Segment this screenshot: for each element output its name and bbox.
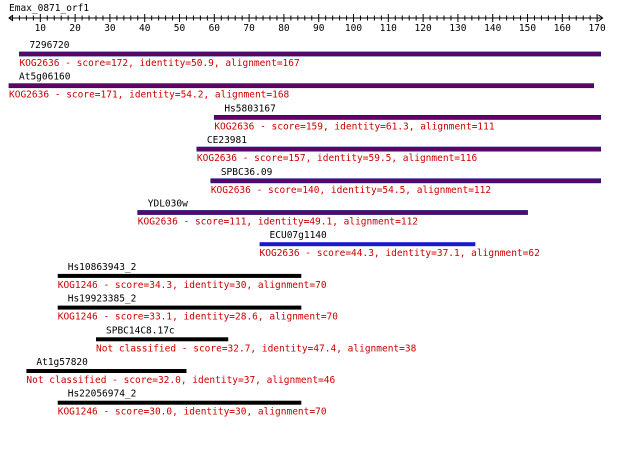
hit-description: KOG2636 - score=172, identity=50.9, alig… [19, 58, 299, 69]
position-ruler: 10 20 30 40 50 60 70 80 90 100 110 120 130 140 150 160 1… [8, 14, 606, 34]
hit-name[interactable]: Hs5803167 [224, 103, 275, 114]
hit-row[interactable]: 7296720 KOG2636 - score=172, identity=50.… [19, 40, 601, 69]
hit-name[interactable]: Hs19923385_2 [68, 294, 137, 305]
alignment-bar [196, 146, 601, 152]
hit-row[interactable]: YDL030w KOG2636 - score=111, identity=49.… [137, 199, 528, 228]
hit-description: KOG1246 - score=33.1, identity=28.6, ali… [58, 312, 339, 323]
alignment-bar [57, 273, 302, 278]
alignment-bar [57, 400, 302, 405]
ruler-arrow-left [8, 14, 14, 22]
hit-name[interactable]: At5g06160 [19, 72, 71, 83]
ruler-tick-label: 10 [35, 23, 47, 34]
ruler-tick-label: 110 [380, 23, 397, 34]
hit-list: 7296720 KOG2636 - score=172, identity=50.… [8, 40, 602, 418]
ruler-tick-label: 150 [519, 23, 536, 34]
alignment-bar [57, 305, 302, 310]
hit-row[interactable]: At5g06160 KOG2636 - score=171, identity=5… [8, 72, 595, 101]
ruler-tick-label: 70 [243, 23, 255, 34]
ruler-tick-label: 130 [449, 23, 466, 34]
hit-name[interactable]: SPBC36.09 [221, 167, 273, 178]
hit-row[interactable]: At1g57820 Not classified - score=32.0, id… [26, 357, 336, 386]
ruler-tick-label: 30 [104, 23, 116, 34]
hit-description: KOG2636 - score=140, identity=54.5, alig… [211, 185, 491, 196]
hit-row[interactable]: Hs19923385_2 KOG1246 - score=33.1, identi… [57, 294, 339, 323]
hit-description: KOG2636 - score=157, identity=59.5, alig… [197, 153, 478, 164]
hit-description: KOG2636 - score=159, identity=61.3, alig… [214, 121, 495, 132]
alignment-bar [96, 337, 229, 342]
ruler-tick-label: 40 [139, 23, 151, 34]
alignment-bar [26, 369, 187, 373]
alignment-bar [8, 83, 595, 89]
hit-row[interactable]: Hs5803167 KOG2636 - score=159, identity=6… [213, 103, 602, 132]
ruler-tick-label: 120 [415, 23, 432, 34]
hit-description: Not classified - score=32.7, identity=47… [96, 343, 417, 354]
hit-name[interactable]: SPBC14C8.17c [106, 325, 175, 336]
ruler-tick-label: 50 [174, 23, 186, 34]
hit-description: Not classified - score=32.0, identity=37… [26, 375, 335, 386]
ruler-tick-label: 20 [69, 23, 81, 34]
hit-name[interactable]: CE23981 [207, 135, 247, 146]
hit-row[interactable]: SPBC36.09 KOG2636 - score=140, identity=5… [210, 167, 602, 196]
hit-description: KOG2636 - score=111, identity=49.1, alig… [138, 217, 418, 228]
hit-name[interactable]: 7296720 [29, 40, 69, 51]
alignment-bar [213, 115, 602, 120]
ruler-tick-label: 90 [313, 23, 325, 34]
alignment-bar [137, 210, 528, 215]
ruler-tick-label: 80 [278, 23, 290, 34]
hit-description: KOG1246 - score=30.0, identity=30, align… [58, 407, 327, 418]
hit-name[interactable]: YDL030w [148, 199, 188, 210]
hit-name[interactable]: ECU07g1140 [270, 230, 327, 241]
alignment-bar [210, 178, 602, 184]
hit-name[interactable]: Hs22056974_2 [68, 389, 137, 400]
ruler-tick-label: 160 [554, 23, 571, 34]
ruler-tick-label: 140 [484, 23, 501, 34]
hit-name[interactable]: At1g57820 [36, 357, 88, 368]
query-title: Emax_0871_orf1 [9, 3, 89, 14]
hit-row[interactable]: ECU07g1140 KOG2636 - score=44.3, identity… [259, 230, 540, 259]
hit-row[interactable]: Hs10863943_2 KOG1246 - score=34.3, identi… [57, 262, 327, 291]
hit-row[interactable]: CE23981 KOG2636 - score=157, identity=59.… [196, 135, 601, 164]
alignment-bar [19, 51, 601, 57]
hit-description: KOG2636 - score=171, identity=54.2, alig… [9, 90, 290, 101]
ruler-tick-label: 170 [589, 23, 606, 34]
hit-row[interactable]: Hs22056974_2 KOG1246 - score=30.0, identi… [57, 389, 327, 418]
hit-name[interactable]: Hs10863943_2 [68, 262, 137, 273]
ruler-tick-label: 100 [345, 23, 362, 34]
alignment-bar [259, 242, 476, 247]
ruler-tick-label: 60 [209, 23, 221, 34]
hit-description: KOG1246 - score=34.3, identity=30, align… [58, 280, 327, 291]
ruler-arrow-right [598, 14, 604, 22]
hit-description: KOG2636 - score=44.3, identity=37.1, ali… [260, 248, 540, 259]
hit-row[interactable]: SPBC14C8.17c Not classified - score=32.7,… [96, 325, 417, 354]
